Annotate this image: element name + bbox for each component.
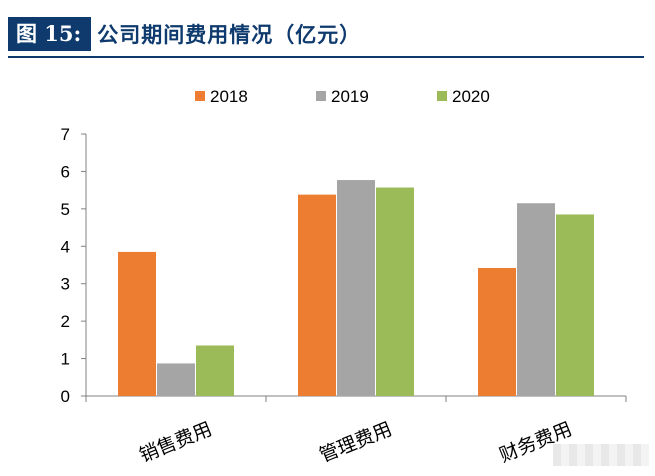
y-tick-label: 0 <box>61 387 70 406</box>
y-tick-label: 1 <box>61 350 70 369</box>
legend-swatch-2019 <box>316 91 326 101</box>
bar-2018-3 <box>478 267 516 396</box>
bar-2018-2 <box>298 194 336 396</box>
y-tick-label: 5 <box>61 200 70 219</box>
figure-title: 公司期间费用情况（亿元） <box>97 23 362 47</box>
y-tick-label: 3 <box>61 275 70 294</box>
legend-label-2020: 2020 <box>452 87 490 106</box>
bar-2018-1 <box>118 251 156 396</box>
bar-2020-2 <box>376 187 414 396</box>
y-tick-label: 2 <box>61 312 70 331</box>
bar-2019-1 <box>157 363 195 396</box>
bar-2020-1 <box>196 345 234 396</box>
bar-2019-2 <box>337 180 375 396</box>
y-tick-label: 7 <box>61 125 70 144</box>
legend-swatch-2020 <box>437 91 447 101</box>
legend-swatch-2018 <box>195 91 205 101</box>
category-label: 管理费用 <box>316 418 395 467</box>
y-tick-label: 6 <box>61 162 70 181</box>
watermark <box>553 444 649 466</box>
bar-2020-3 <box>556 214 594 396</box>
figure-title-bar: 图 15: 公司期间费用情况（亿元） <box>8 14 361 54</box>
category-label: 销售费用 <box>136 418 215 467</box>
legend-label-2019: 2019 <box>331 87 369 106</box>
legend-label-2018: 2018 <box>210 87 248 106</box>
bar-2019-3 <box>517 203 555 396</box>
figure-label: 图 15: <box>8 17 92 51</box>
title-rule <box>8 56 644 58</box>
y-tick-label: 4 <box>61 237 70 256</box>
